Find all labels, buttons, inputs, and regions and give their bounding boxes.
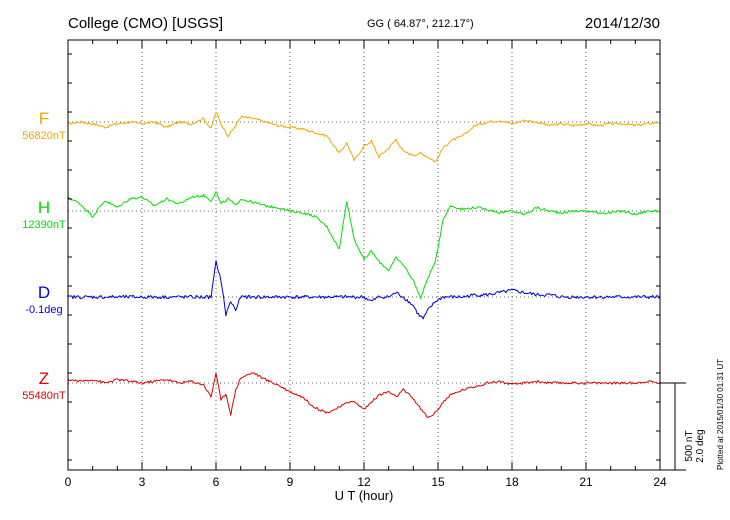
x-tick-label-18: 18 (505, 475, 519, 489)
baseline-value-F: 56820nT (22, 130, 66, 142)
scale-deg-label: 2.0 deg (695, 429, 706, 462)
scale-nt-label: 500 nT (684, 430, 695, 461)
x-tick-label-24: 24 (653, 475, 667, 489)
x-tick-label-9: 9 (287, 475, 294, 489)
baseline-value-H: 12390nT (22, 219, 66, 231)
plotted-timestamp: Plotted at 2015/01/30 01:31 UT (716, 359, 725, 470)
x-tick-label-21: 21 (579, 475, 593, 489)
x-tick-label-3: 3 (139, 475, 146, 489)
station-coordinates: GG ( 64.87°, 212.17°) (367, 18, 474, 30)
series-line-H (67, 191, 661, 300)
component-label-F: F (39, 109, 49, 128)
x-axis-ticks: 0 3 6 9 12 15 18 21 24 (65, 40, 667, 489)
component-label-D: D (38, 283, 50, 302)
baseline-value-D: -0.1deg (25, 304, 62, 316)
baseline-value-Z: 55480nT (22, 390, 66, 402)
series-lines (67, 111, 661, 418)
series-line-Z (67, 372, 661, 418)
series-labels: F 56820nT H 12390nT D -0.1deg Z 55480nT (22, 109, 66, 402)
series-line-F (67, 111, 661, 163)
x-tick-label-12: 12 (357, 475, 371, 489)
component-label-Z: Z (39, 369, 49, 388)
chart-date: 2014/12/30 (585, 15, 660, 32)
scale-bar: 500 nT 2.0 deg (660, 382, 706, 471)
x-tick-label-6: 6 (213, 475, 220, 489)
x-axis-label: U T (hour) (335, 488, 394, 503)
station-title: College (CMO) [USGS] (68, 15, 223, 32)
component-label-H: H (38, 198, 50, 217)
x-tick-label-0: 0 (65, 475, 72, 489)
series-line-D (67, 260, 661, 320)
x-tick-label-15: 15 (431, 475, 445, 489)
